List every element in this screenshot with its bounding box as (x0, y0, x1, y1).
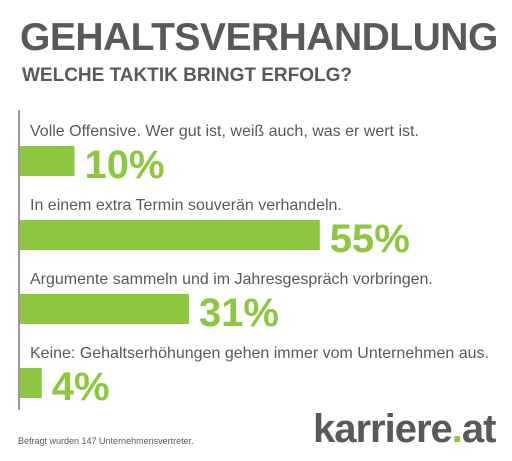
brand-name: karriere (313, 407, 453, 451)
chart-subtitle: WELCHE TAKTIK BRINGT ERFOLG? (22, 65, 353, 86)
chart-title: GEHALTSVERHANDLUNG (20, 16, 498, 59)
category-label: Argumente sammeln und im Jahresgespräch … (30, 271, 433, 288)
value-label: 10% (85, 143, 165, 187)
brand-dot: . (451, 407, 463, 451)
bar (20, 294, 189, 324)
category-label: In einem extra Termin souverän verhandel… (30, 197, 342, 214)
bar (20, 368, 42, 398)
karriere-at-logo: karriere.at (313, 406, 496, 452)
bar (20, 220, 320, 250)
footnote: Befragt wurden 147 Unternehmensvertreter… (18, 436, 194, 446)
value-label: 55% (330, 217, 410, 261)
category-label: Keine: Gehaltserhöhungen gehen immer vom… (30, 345, 489, 362)
bar (20, 146, 75, 176)
value-label: 4% (52, 365, 110, 409)
brand-tld: at (461, 407, 497, 451)
axis-line (18, 110, 20, 410)
value-label: 31% (199, 291, 279, 335)
category-label: Volle Offensive. Wer gut ist, weiß auch,… (30, 123, 419, 140)
